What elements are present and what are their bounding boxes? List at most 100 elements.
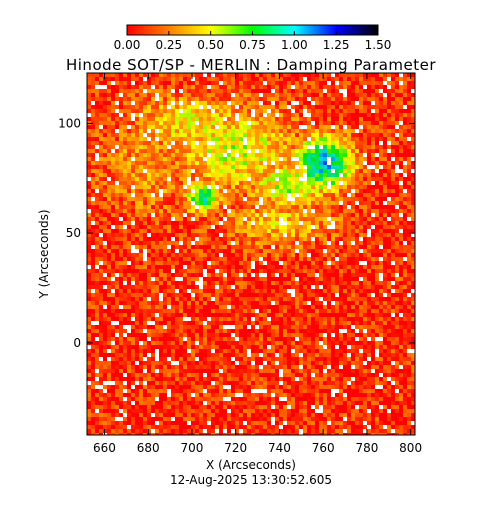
heatmap-cell (399, 117, 403, 121)
heatmap-cell (251, 225, 255, 229)
heatmap-cell (379, 141, 383, 145)
heatmap-cell (303, 121, 307, 125)
heatmap-cell (191, 113, 195, 117)
heatmap-cell (343, 77, 347, 81)
heatmap-cell (307, 105, 311, 109)
heatmap-cell (387, 197, 391, 201)
heatmap-cell (87, 293, 91, 297)
heatmap-cell (227, 189, 231, 193)
heatmap-cell (303, 73, 307, 77)
heatmap-cell (347, 85, 351, 89)
heatmap-cell (291, 113, 295, 117)
heatmap-cell (187, 181, 191, 185)
heatmap-cell (135, 125, 139, 129)
heatmap-cell (91, 85, 95, 89)
heatmap-cell (399, 125, 403, 129)
heatmap-cell (223, 217, 227, 221)
heatmap-cell (331, 149, 335, 153)
heatmap-cell (391, 185, 395, 189)
heatmap-cell (343, 301, 347, 305)
heatmap-cell (331, 189, 335, 193)
heatmap-cell (319, 305, 323, 309)
heatmap-cell (355, 137, 359, 141)
heatmap-cell (299, 113, 303, 117)
heatmap-cell (127, 109, 131, 113)
heatmap-cell (355, 261, 359, 265)
heatmap-cell (363, 293, 367, 297)
heatmap-cell (303, 293, 307, 297)
heatmap-cell (295, 89, 299, 93)
heatmap-cell (179, 213, 183, 217)
heatmap-cell (323, 289, 327, 293)
heatmap-cell (331, 181, 335, 185)
heatmap-cell (275, 77, 279, 81)
heatmap-cell (375, 269, 379, 273)
heatmap-cell (235, 309, 239, 313)
heatmap-cell (195, 241, 199, 245)
heatmap-cell (319, 157, 323, 161)
heatmap-cell (239, 81, 243, 85)
heatmap-cell (107, 97, 111, 101)
heatmap-cell (395, 293, 399, 297)
heatmap-cell (155, 165, 159, 169)
heatmap-cell (359, 77, 363, 81)
heatmap-cell (323, 129, 327, 133)
heatmap-cell (371, 273, 375, 277)
heatmap-cell (335, 305, 339, 309)
heatmap-cell (327, 81, 331, 85)
heatmap-cell (275, 121, 279, 125)
heatmap-cell (167, 153, 171, 157)
heatmap-cell (355, 221, 359, 225)
heatmap-cell (95, 133, 99, 137)
heatmap-cell (271, 177, 275, 181)
heatmap-cell (327, 109, 331, 113)
heatmap-cell (175, 169, 179, 173)
heatmap-cell (411, 285, 415, 289)
heatmap-cell (303, 313, 307, 317)
heatmap-cell (319, 109, 323, 113)
heatmap-cell (411, 213, 415, 217)
heatmap-cell (115, 181, 119, 185)
heatmap-cell (303, 133, 307, 137)
heatmap-cell (403, 173, 407, 177)
heatmap-cell (291, 293, 295, 297)
heatmap-cell (195, 93, 199, 97)
heatmap-cell (355, 117, 359, 121)
heatmap-cell (319, 177, 323, 181)
heatmap-cell (335, 293, 339, 297)
heatmap-cell (163, 109, 167, 113)
heatmap-cell (367, 245, 371, 249)
heatmap-cell (399, 73, 403, 77)
heatmap-cell (123, 177, 127, 181)
heatmap-cell (111, 149, 115, 153)
heatmap-cell (223, 189, 227, 193)
heatmap-cell (411, 85, 415, 89)
heatmap-cell (91, 229, 95, 233)
heatmap-cell (311, 153, 315, 157)
heatmap-cell (131, 97, 135, 101)
heatmap-cell (355, 109, 359, 113)
heatmap-cell (191, 169, 195, 173)
heatmap-cell (99, 245, 103, 249)
heatmap-cell (307, 133, 311, 137)
heatmap-cell (175, 305, 179, 309)
heatmap-cell (335, 277, 339, 281)
heatmap-cell (235, 265, 239, 269)
heatmap-cell (351, 293, 355, 297)
heatmap-cell (251, 313, 255, 317)
heatmap-cell (375, 89, 379, 93)
heatmap-cell (119, 145, 123, 149)
heatmap-cell (175, 245, 179, 249)
heatmap-cell (151, 145, 155, 149)
heatmap-cell (399, 169, 403, 173)
heatmap-cell (299, 141, 303, 145)
heatmap-cell (203, 117, 207, 121)
heatmap-cell (151, 193, 155, 197)
heatmap-cell (147, 281, 151, 285)
heatmap-cell (379, 101, 383, 105)
heatmap-cell (251, 101, 255, 105)
heatmap-cell (287, 73, 291, 77)
heatmap-cell (131, 149, 135, 153)
heatmap-cell (103, 257, 107, 261)
heatmap-cell (371, 89, 375, 93)
